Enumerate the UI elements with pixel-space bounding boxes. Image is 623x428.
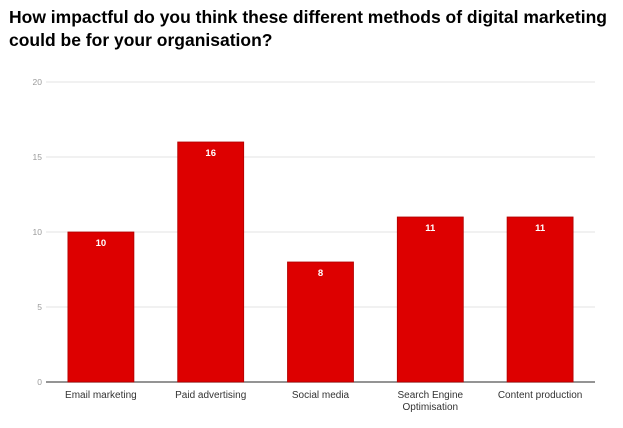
category-label: Search Engine (397, 390, 463, 401)
y-tick-label: 20 (33, 77, 43, 87)
y-tick-label: 10 (33, 227, 43, 237)
y-tick-label: 5 (37, 302, 42, 312)
bars (67, 141, 574, 383)
category-label: Paid advertising (175, 390, 246, 401)
category-label: Email marketing (65, 390, 137, 401)
data-label: 10 (96, 238, 107, 249)
chart-title: How impactful do you think these differe… (9, 7, 607, 50)
data-label: 8 (318, 268, 323, 279)
category-label: Social media (292, 390, 350, 401)
data-label: 16 (205, 148, 216, 159)
category-label: Optimisation (403, 402, 459, 413)
bar (506, 216, 574, 383)
data-label: 11 (535, 223, 546, 234)
category-label: Content production (498, 390, 583, 401)
y-tick-label: 0 (37, 377, 42, 387)
data-labels: 10 16 8 11 11 (96, 148, 546, 279)
bar (177, 141, 245, 383)
x-category-labels: Email marketing Paid advertising Social me… (65, 390, 582, 413)
bar (287, 261, 354, 383)
y-tick-label: 15 (33, 152, 43, 162)
data-label: 11 (425, 223, 436, 234)
bar (67, 231, 135, 383)
bar (396, 216, 464, 383)
y-tick-labels: 0 5 10 15 20 (33, 77, 43, 387)
